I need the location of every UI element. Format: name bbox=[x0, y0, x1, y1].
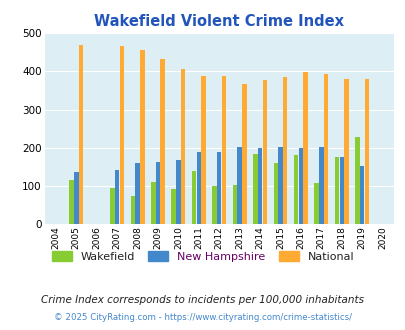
Bar bbox=[298, 148, 303, 224]
Bar bbox=[252, 153, 257, 224]
Bar bbox=[323, 74, 328, 224]
Bar bbox=[79, 45, 83, 224]
Bar bbox=[237, 147, 241, 224]
Bar bbox=[119, 46, 124, 224]
Bar bbox=[110, 188, 115, 224]
Bar bbox=[282, 78, 287, 224]
Bar bbox=[176, 160, 180, 224]
Bar bbox=[192, 171, 196, 224]
Bar bbox=[130, 196, 135, 224]
Bar bbox=[160, 59, 164, 224]
Bar bbox=[221, 76, 226, 224]
Bar bbox=[273, 163, 277, 224]
Text: © 2025 CityRating.com - https://www.cityrating.com/crime-statistics/: © 2025 CityRating.com - https://www.city… bbox=[54, 313, 351, 322]
Bar bbox=[318, 147, 323, 224]
Bar bbox=[74, 172, 78, 224]
Bar bbox=[359, 166, 364, 224]
Bar bbox=[257, 148, 262, 224]
Bar bbox=[171, 189, 175, 224]
Bar bbox=[354, 137, 359, 224]
Bar bbox=[69, 181, 74, 224]
Bar bbox=[339, 157, 343, 224]
Bar bbox=[313, 183, 318, 224]
Bar bbox=[343, 79, 348, 224]
Bar bbox=[216, 152, 221, 224]
Bar bbox=[303, 72, 307, 224]
Bar bbox=[115, 170, 119, 224]
Bar bbox=[135, 163, 139, 224]
Bar bbox=[232, 185, 237, 224]
Bar bbox=[334, 157, 339, 224]
Title: Wakefield Violent Crime Index: Wakefield Violent Crime Index bbox=[94, 14, 343, 29]
Bar bbox=[241, 84, 246, 224]
Bar bbox=[151, 182, 155, 224]
Bar bbox=[156, 162, 160, 224]
Bar bbox=[293, 155, 298, 224]
Bar bbox=[196, 152, 200, 224]
Bar bbox=[140, 50, 144, 224]
Bar bbox=[262, 80, 266, 224]
Bar bbox=[277, 147, 282, 224]
Bar bbox=[212, 186, 216, 224]
Legend: Wakefield, New Hampshire, National: Wakefield, New Hampshire, National bbox=[47, 247, 358, 267]
Bar bbox=[201, 76, 205, 224]
Text: Crime Index corresponds to incidents per 100,000 inhabitants: Crime Index corresponds to incidents per… bbox=[41, 295, 364, 305]
Bar bbox=[364, 79, 368, 224]
Bar bbox=[180, 69, 185, 224]
